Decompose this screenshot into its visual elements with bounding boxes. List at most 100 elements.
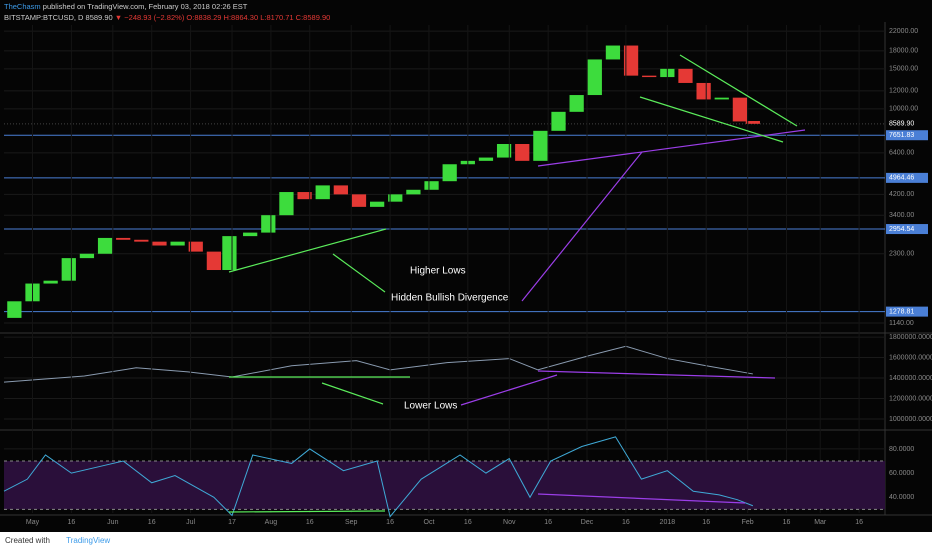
y-tick-label: 1000000.0000 xyxy=(889,416,932,423)
x-tick-label: Oct xyxy=(424,519,435,526)
candle xyxy=(116,237,131,240)
level-label: 4964.46 xyxy=(889,175,914,182)
candle xyxy=(678,68,693,83)
y-tick-label: 18000.00 xyxy=(889,48,918,55)
level-label: 1278.81 xyxy=(889,308,914,315)
x-tick-label: Aug xyxy=(265,519,278,526)
y-tick-label: 6400.00 xyxy=(889,150,914,157)
level-box xyxy=(886,130,928,141)
x-tick-label: Nov xyxy=(503,519,516,526)
candle xyxy=(732,97,748,122)
y-tick-label: 40.0000 xyxy=(889,494,914,501)
ohlc: O:8838.29 H:8864.30 L:8170.71 C:8589.90 xyxy=(186,13,331,22)
line-series xyxy=(3,345,753,383)
candle xyxy=(745,121,760,124)
candle xyxy=(222,236,237,271)
candle xyxy=(261,215,276,233)
last: 8589.90 xyxy=(85,13,113,22)
level-box xyxy=(886,172,928,183)
symbol: BITSTAMP:BTCUSD, D xyxy=(4,13,84,22)
current-price-label: 8589.90 xyxy=(889,121,914,128)
trend-lines xyxy=(228,54,806,513)
header-line: TheChasm published on TradingView.com, F… xyxy=(4,2,247,11)
candle xyxy=(134,239,149,242)
y-tick-label: 80.0000 xyxy=(889,446,914,453)
brand[interactable]: TradingView xyxy=(66,536,111,545)
candle xyxy=(315,185,330,200)
candle xyxy=(206,251,222,271)
y-tick-label: 1400000.0000 xyxy=(889,375,932,382)
annotation: Hidden Bullish Divergence xyxy=(391,293,509,304)
y-tick-label: 1140.00 xyxy=(889,320,914,327)
symbol-line: BITSTAMP:BTCUSD, D 8589.90 ▼ −248.93 (−2… xyxy=(4,13,330,22)
candle xyxy=(714,97,729,100)
candle xyxy=(623,45,639,76)
annotation: Lower Lows xyxy=(404,401,457,412)
candle xyxy=(370,201,385,207)
x-tick-label: 16 xyxy=(306,519,314,526)
level-label: 2954.54 xyxy=(889,226,914,233)
y-tick-label: 1600000.0000 xyxy=(889,354,932,361)
candle xyxy=(188,241,203,252)
level-box xyxy=(886,306,928,317)
candle xyxy=(243,232,258,237)
x-tick-label: 16 xyxy=(464,519,472,526)
footer: Created with TradingView xyxy=(0,532,932,550)
x-tick-label: 16 xyxy=(386,519,394,526)
y-tick-label: 4200.00 xyxy=(889,191,914,198)
x-tick-label: 16 xyxy=(544,519,552,526)
x-tick-label: May xyxy=(26,519,40,526)
candle xyxy=(351,194,367,207)
candle xyxy=(279,192,294,216)
x-tick-label: Feb xyxy=(742,519,754,526)
candle xyxy=(333,185,348,195)
candle xyxy=(61,258,76,281)
x-tick-label: Mar xyxy=(814,519,827,526)
y-tick-label: 1200000.0000 xyxy=(889,395,932,402)
candle xyxy=(696,82,711,100)
candle xyxy=(7,301,22,318)
candle xyxy=(152,241,167,246)
candle xyxy=(515,143,530,161)
candle xyxy=(642,75,657,78)
level-box xyxy=(886,224,928,235)
author[interactable]: TheChasm xyxy=(4,2,41,11)
candle xyxy=(97,237,113,254)
y-tick-label: 10000.00 xyxy=(889,106,918,113)
rsi-band xyxy=(4,461,885,510)
annotation: Higher Lows xyxy=(410,266,466,277)
x-tick-label: 16 xyxy=(855,519,863,526)
created: Created with xyxy=(5,536,50,545)
x-tick-label: Jun xyxy=(107,519,118,526)
y-tick-label: 2300.00 xyxy=(889,251,914,258)
x-tick-label: Dec xyxy=(581,519,594,526)
published: published on TradingView.com, February 0… xyxy=(42,2,248,11)
background xyxy=(0,0,932,532)
y-tick-label: 15000.00 xyxy=(889,66,918,73)
x-tick-label: 16 xyxy=(148,519,156,526)
candle xyxy=(478,157,494,161)
x-tick-label: Jul xyxy=(186,519,195,526)
y-tick-label: 3400.00 xyxy=(889,212,914,219)
y-tick-label: 12000.00 xyxy=(889,88,918,95)
candle xyxy=(297,192,312,200)
candle xyxy=(170,241,185,246)
y-tick-label: 1800000.0000 xyxy=(889,334,932,341)
candle xyxy=(496,143,512,158)
x-tick-label: 2018 xyxy=(660,519,676,526)
x-tick-label: 16 xyxy=(702,519,710,526)
candle xyxy=(43,280,58,284)
candle xyxy=(533,130,548,161)
y-tick-label: 22000.00 xyxy=(889,28,918,35)
candle xyxy=(605,45,621,60)
change: ▼ −248.93 (−2.82%) xyxy=(114,13,185,22)
x-tick-label: 17 xyxy=(228,519,236,526)
chart: 22000.00 18000.00 15000.00 12000.00 10000.00… xyxy=(0,0,932,532)
candle xyxy=(587,59,602,96)
candle xyxy=(406,189,421,195)
candle xyxy=(424,181,439,190)
candle xyxy=(442,164,457,182)
candle xyxy=(388,194,403,202)
candle xyxy=(551,111,566,131)
